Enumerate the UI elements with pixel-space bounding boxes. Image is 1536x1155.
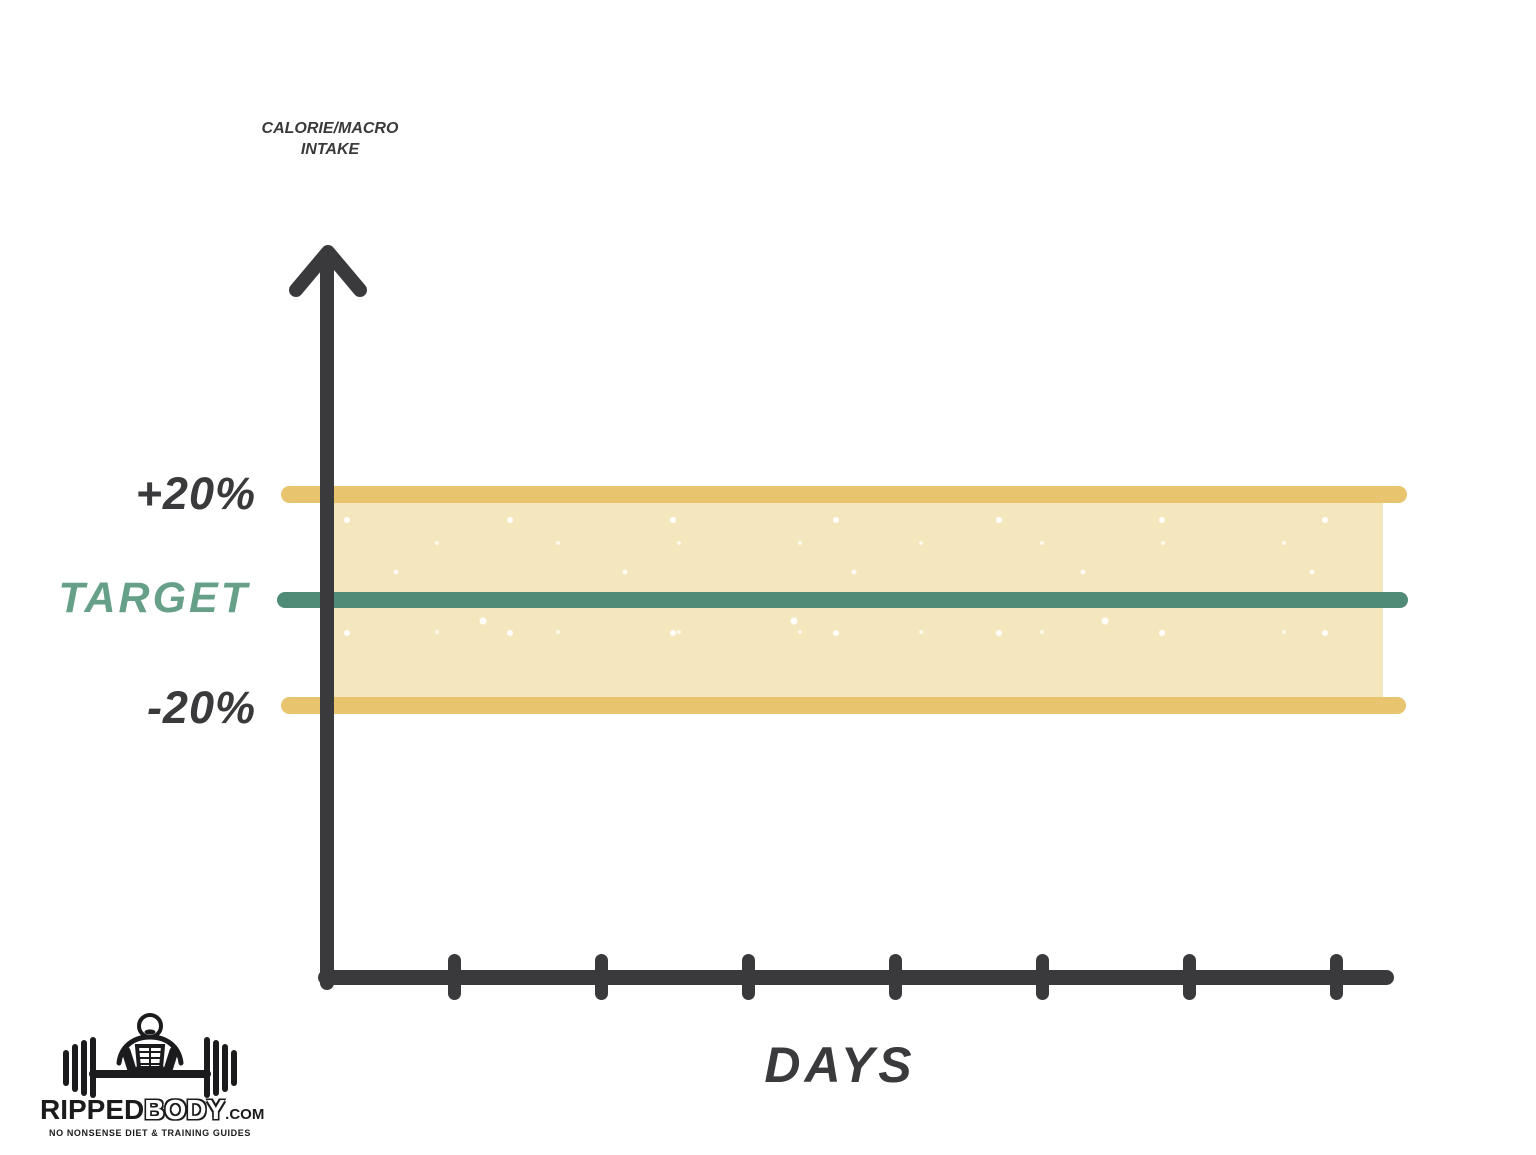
- target-label: TARGET: [58, 574, 250, 622]
- logo-wordmark: RIPPEDBODY.COM: [40, 1094, 264, 1126]
- logo-name-body: BODY: [144, 1094, 226, 1125]
- x-axis-tick: [889, 954, 902, 1000]
- lower-bound-line: [281, 697, 1406, 714]
- x-axis-tick: [1330, 954, 1343, 1000]
- x-axis-tick: [448, 954, 461, 1000]
- logo-name-ripped: RIPPED: [40, 1094, 145, 1125]
- logo-tagline: NO NONSENSE DIET & TRAINING GUIDES: [49, 1128, 251, 1138]
- chart-title: CALORIE/MACRO INTAKE: [70, 118, 590, 160]
- x-axis-tick: [1036, 954, 1049, 1000]
- lower-bound-label: -20%: [146, 682, 256, 733]
- x-axis-line: [318, 970, 1394, 985]
- x-axis-tick: [742, 954, 755, 1000]
- x-axis-label: DAYS: [764, 1037, 916, 1093]
- deadlifter-logo-icon: [63, 1013, 237, 1098]
- y-axis-line: [320, 256, 334, 990]
- x-axis-tick: [595, 954, 608, 1000]
- chart-title-line1: CALORIE/MACRO: [261, 120, 399, 137]
- chart-title-line2: INTAKE: [300, 141, 360, 159]
- y-axis-arrow-icon: [289, 245, 367, 297]
- x-axis-tick: [1183, 954, 1196, 1000]
- upper-bound-label: +20%: [135, 468, 256, 519]
- logo-tld: .COM: [225, 1106, 265, 1123]
- target-line: [277, 592, 1408, 608]
- upper-bound-line: [281, 486, 1407, 503]
